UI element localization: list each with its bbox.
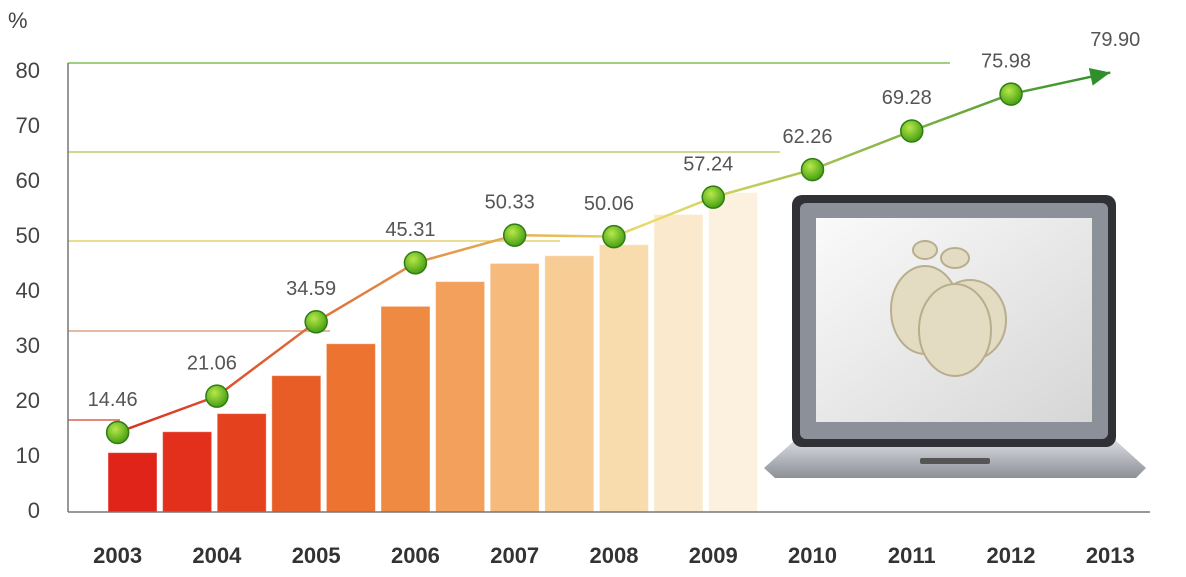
x-tick-label: 2004 — [192, 543, 242, 568]
value-label: 75.98 — [981, 50, 1031, 72]
point — [504, 224, 526, 246]
point — [901, 120, 923, 142]
value-label: 14.46 — [88, 389, 138, 411]
y-tick-label: 0 — [28, 498, 40, 523]
bar — [109, 453, 157, 512]
value-label: 57.24 — [683, 153, 733, 175]
bar — [491, 264, 539, 512]
bar — [272, 376, 320, 512]
x-tick-label: 2012 — [987, 543, 1036, 568]
x-tick-label: 2011 — [888, 543, 936, 568]
point — [603, 226, 625, 248]
value-label: 69.28 — [882, 87, 932, 109]
value-label: 50.06 — [584, 193, 634, 215]
bar — [436, 282, 484, 512]
bar — [327, 344, 375, 512]
y-tick-label: 70 — [16, 113, 40, 138]
x-tick-label: 2003 — [93, 543, 142, 568]
x-tick-label: 2005 — [292, 543, 341, 568]
bar — [218, 414, 266, 512]
value-label: 34.59 — [286, 278, 336, 300]
bar — [709, 193, 757, 512]
y-tick-label: 60 — [16, 168, 40, 193]
x-tick-label: 2010 — [788, 543, 837, 568]
value-label: 79.90 — [1090, 29, 1140, 51]
arrow-head — [1089, 68, 1110, 86]
point — [702, 186, 724, 208]
value-label: 50.33 — [485, 191, 535, 213]
y-tick-label: 50 — [16, 223, 40, 248]
x-tick-label: 2009 — [689, 543, 738, 568]
bar — [600, 245, 648, 512]
point — [801, 159, 823, 181]
x-tick-label: 2007 — [490, 543, 539, 568]
value-label: 21.06 — [187, 352, 237, 374]
x-tick-label: 2006 — [391, 543, 440, 568]
bar — [654, 215, 702, 512]
value-label: 45.31 — [385, 219, 435, 241]
x-tick-label: 2013 — [1086, 543, 1135, 568]
value-label: 62.26 — [782, 126, 832, 148]
point — [1000, 83, 1022, 105]
point — [305, 311, 327, 333]
y-tick-label: 10 — [16, 443, 40, 468]
laptop — [764, 195, 1146, 478]
chart: % 0 10 20 30 40 50 60 70 80 2003 2004 2005 2006 2007 2… — [0, 0, 1186, 572]
point — [107, 421, 129, 443]
point — [404, 252, 426, 274]
y-tick-label: 40 — [16, 278, 40, 303]
y-tick-label: 20 — [16, 388, 40, 413]
bar — [545, 256, 593, 512]
y-tick-label: 80 — [16, 58, 40, 83]
y-axis-label: % — [8, 8, 28, 33]
y-tick-label: 30 — [16, 333, 40, 358]
x-tick-label: 2008 — [589, 543, 638, 568]
bar — [163, 432, 211, 512]
point — [206, 385, 228, 407]
bar — [382, 307, 430, 512]
